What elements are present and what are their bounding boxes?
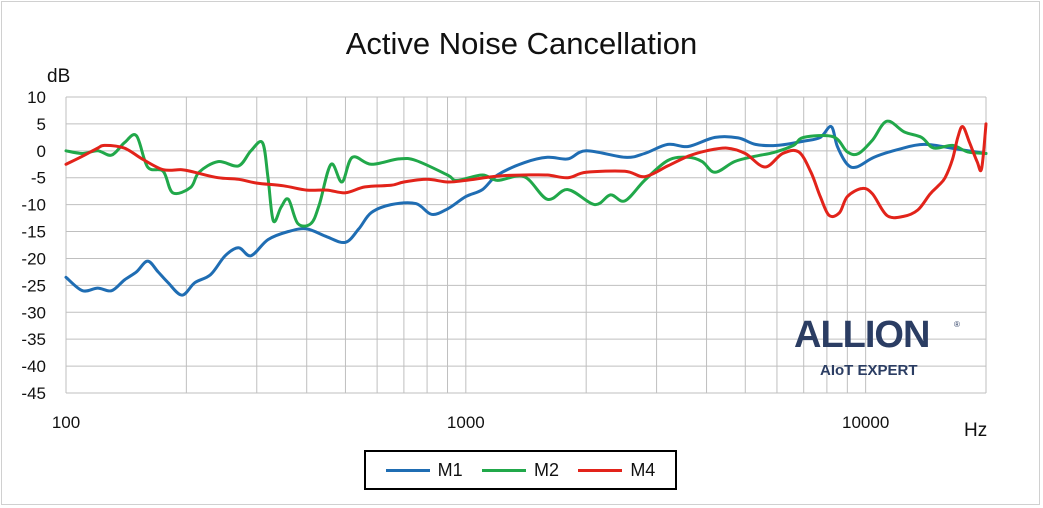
legend-label-m4: M4 [630,459,656,480]
legend-label-m1: M1 [437,459,463,480]
legend-item-m4: M4 [578,460,655,481]
legend-label-m2: M2 [533,459,559,480]
x-tick-label: 10000 [842,413,889,432]
y-tick-label: 10 [27,88,46,107]
series-line-m1 [64,125,988,297]
legend-item-m1: M1 [385,459,463,481]
y-tick-labels: 10 5 0 -5 -10 -15 -20 -25 -30 -35 -40 -45 [21,88,46,403]
y-tick-label: -15 [21,223,46,242]
series-lines [64,119,988,297]
x-axis-unit-label: Hz [964,420,988,441]
chart-legend: M1 M2 M4 [364,450,677,490]
y-tick-label: -5 [31,169,46,188]
x-tick-label: 100 [52,413,80,432]
y-axis-unit-label: dB [47,66,71,87]
legend-swatch-m2 [481,468,526,472]
y-tick-label: -20 [21,249,46,268]
legend-swatch-m4 [578,468,623,472]
y-tick-label: -30 [21,303,46,322]
registered-mark: ® [954,320,960,329]
x-tick-labels: 100 1000 10000 [52,413,889,432]
x-tick-label: 1000 [447,413,485,432]
legend-item-m2: M2 [481,459,559,481]
y-tick-label: -40 [21,357,46,376]
y-tick-label: 0 [37,142,46,161]
legend-swatch-m1 [385,468,430,472]
grid [65,96,987,394]
logo-name: ALLION [794,314,930,356]
y-tick-label: -45 [21,384,46,403]
allion-logo: ALLION ® AIoT EXPERT [790,312,962,388]
y-tick-label: -35 [21,330,46,349]
y-tick-label: 5 [37,115,46,134]
chart-title: Active Noise Cancellation [345,26,698,61]
y-tick-label: -10 [21,196,46,215]
series-line-m4 [64,122,988,220]
logo-tagline: AIoT EXPERT [820,362,918,379]
y-tick-label: -25 [21,276,46,295]
